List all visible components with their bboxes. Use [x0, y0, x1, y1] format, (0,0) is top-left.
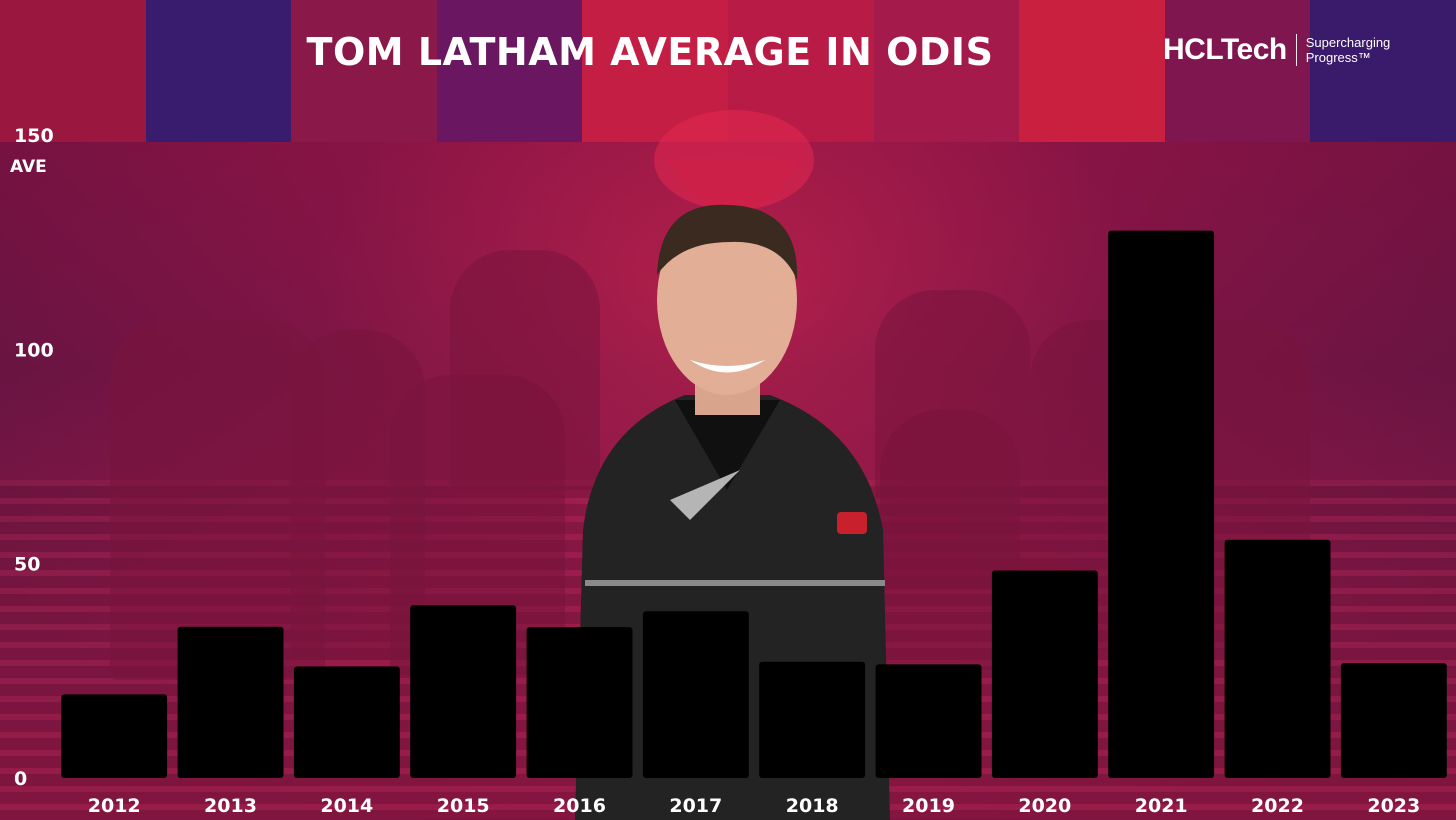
x-axis: 2012 2013 2014 2015 2016 2017 2018 2019 2020 2021…: [88, 795, 1420, 817]
y-tick-label: 150: [14, 125, 54, 147]
x-tick-label: 2019: [902, 795, 955, 817]
brand-tagline-line2: Progress™: [1305, 50, 1371, 65]
brand-logo: HCLTech Supercharging Progress™: [1163, 33, 1406, 67]
bar-2022: [1224, 539, 1331, 778]
bar-2023: [1340, 663, 1447, 778]
bars-group: [61, 230, 1447, 779]
x-tick-label: 2015: [437, 795, 490, 817]
y-tick-label: 0: [14, 768, 27, 790]
x-tick-label: 2020: [1018, 795, 1071, 817]
x-tick-label: 2018: [786, 795, 839, 817]
x-tick-label: 2021: [1135, 795, 1188, 817]
x-tick-label: 2014: [320, 795, 373, 817]
background-player-figure: [450, 250, 600, 490]
y-axis: 0 50 100 150: [14, 125, 54, 790]
bar-2018: [759, 661, 866, 778]
x-tick-label: 2013: [204, 795, 257, 817]
x-tick-label: 2022: [1251, 795, 1304, 817]
brand-tagline: Supercharging Progress™: [1306, 35, 1406, 65]
y-axis-label: AVE: [10, 157, 47, 177]
bar-2021: [1108, 230, 1215, 779]
brand-tagline-line1: Supercharging: [1305, 35, 1391, 50]
bar-2015: [410, 605, 517, 778]
x-tick-label: 2023: [1367, 795, 1420, 817]
bar-2017: [642, 611, 749, 778]
bar-2019: [875, 664, 982, 778]
x-tick-label: 2017: [669, 795, 722, 817]
flag-banner: [0, 0, 1456, 142]
x-tick-label: 2012: [88, 795, 141, 817]
y-tick-label: 100: [14, 339, 54, 361]
y-tick-label: 50: [14, 554, 40, 576]
bar-2014: [293, 666, 400, 778]
bar-2016: [526, 627, 633, 778]
bar-2013: [177, 626, 284, 778]
background-player-figure: [110, 320, 325, 680]
bar-2012: [61, 694, 168, 778]
brand-divider: [1295, 34, 1297, 66]
chart-title: TOM LATHAM AVERAGE IN ODIS: [306, 30, 994, 74]
x-tick-label: 2016: [553, 795, 606, 817]
brand-name: HCLTech: [1163, 33, 1287, 66]
bar-2020: [991, 570, 1098, 778]
